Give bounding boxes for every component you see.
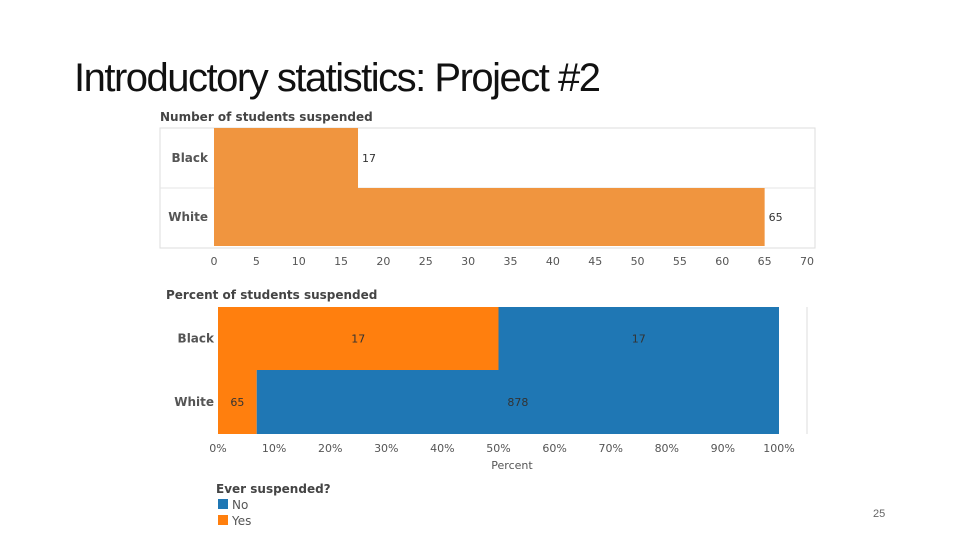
count-tick-label-50: 50 bbox=[631, 255, 645, 268]
percent-tick-label-1: 10% bbox=[262, 442, 286, 455]
percent-category-label-white: White bbox=[174, 395, 214, 409]
count-bar-white bbox=[214, 188, 765, 246]
percent-data-label-no-white: 878 bbox=[507, 396, 528, 409]
count-tick-label-60: 60 bbox=[715, 255, 729, 268]
legend-label-no: No bbox=[232, 498, 248, 512]
percent-chart-x-axis-title: Percent bbox=[491, 459, 533, 472]
percent-bar-no-black bbox=[498, 307, 779, 370]
legend-swatch-no bbox=[218, 499, 228, 509]
count-tick-label-35: 35 bbox=[504, 255, 518, 268]
count-tick-label-15: 15 bbox=[334, 255, 348, 268]
percent-tick-label-4: 40% bbox=[430, 442, 454, 455]
legend-swatch-yes bbox=[218, 515, 228, 525]
percent-tick-label-9: 90% bbox=[711, 442, 735, 455]
percent-tick-label-8: 80% bbox=[655, 442, 679, 455]
slide-title: Introductory statistics: Project #2 bbox=[74, 56, 601, 100]
percent-data-label-no-black: 17 bbox=[632, 333, 646, 346]
count-tick-label-20: 20 bbox=[376, 255, 390, 268]
count-tick-label-45: 45 bbox=[588, 255, 602, 268]
percent-tick-label-0: 0% bbox=[209, 442, 226, 455]
count-data-label-white: 65 bbox=[769, 211, 783, 224]
slide-number: 25 bbox=[873, 508, 886, 520]
count-bar-black bbox=[214, 128, 359, 188]
percent-data-label-yes-white: 65 bbox=[230, 396, 244, 409]
count-tick-label-0: 0 bbox=[211, 255, 218, 268]
percent-chart-title: Percent of students suspended bbox=[166, 288, 377, 302]
count-tick-label-5: 5 bbox=[253, 255, 260, 268]
count-chart-x-axis: 0 5 10 15 20 25 30 35 40 45 50 55 60 65 70 bbox=[211, 255, 815, 268]
legend-title: Ever suspended? bbox=[216, 482, 331, 496]
percent-tick-label-3: 30% bbox=[374, 442, 398, 455]
percent-chart-x-axis: 0% 10% 20% 30% 40% 50% 60% 70% 80% 90% 100% bbox=[209, 442, 794, 455]
count-data-label-black: 17 bbox=[362, 152, 376, 165]
count-category-label-white: White bbox=[168, 210, 208, 224]
percent-tick-label-6: 60% bbox=[542, 442, 566, 455]
percent-tick-label-10: 100% bbox=[763, 442, 794, 455]
percent-tick-label-2: 20% bbox=[318, 442, 342, 455]
percent-tick-label-5: 50% bbox=[486, 442, 510, 455]
percent-tick-label-7: 70% bbox=[598, 442, 622, 455]
legend-label-yes: Yes bbox=[231, 514, 251, 528]
count-category-label-black: Black bbox=[172, 151, 209, 165]
count-tick-label-10: 10 bbox=[292, 255, 306, 268]
percent-bar-no-white bbox=[256, 370, 780, 434]
count-tick-label-55: 55 bbox=[673, 255, 687, 268]
count-tick-label-30: 30 bbox=[461, 255, 475, 268]
percent-chart-legend: Ever suspended? No Yes bbox=[216, 482, 331, 528]
count-tick-label-70: 70 bbox=[800, 255, 814, 268]
percent-chart-bars: Black 17 17 White 65 878 bbox=[174, 307, 780, 434]
percent-category-label-black: Black bbox=[178, 332, 215, 346]
count-chart-bars: Black 17 White 65 bbox=[168, 128, 783, 246]
count-tick-label-65: 65 bbox=[758, 255, 772, 268]
percent-bar-yes-black bbox=[218, 307, 499, 370]
count-tick-label-40: 40 bbox=[546, 255, 560, 268]
percent-data-label-yes-black: 17 bbox=[351, 333, 365, 346]
percent-bar-yes-white bbox=[218, 370, 257, 434]
count-chart-title: Number of students suspended bbox=[160, 110, 373, 124]
count-tick-label-25: 25 bbox=[419, 255, 433, 268]
